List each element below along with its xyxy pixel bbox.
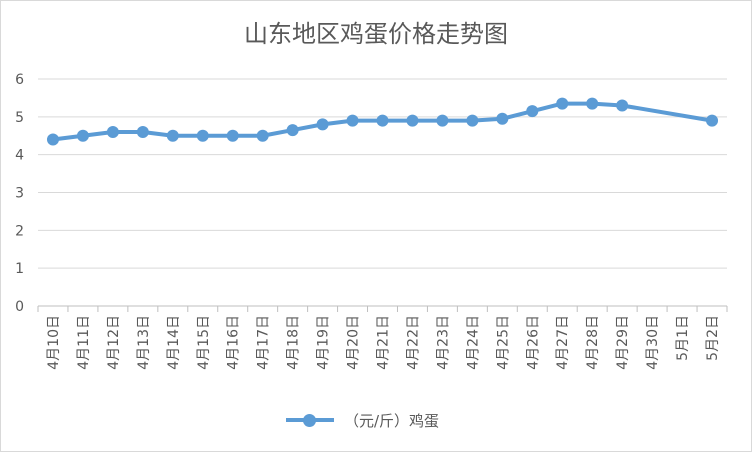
y-tick-label: 3 (15, 186, 24, 202)
data-point (286, 124, 299, 137)
x-tick-label: 4月15日 (196, 315, 212, 370)
data-point (376, 114, 389, 127)
data-point (106, 125, 119, 138)
data-point (616, 99, 629, 112)
x-tick-label: 4月22日 (405, 315, 421, 370)
y-tick-label: 4 (15, 148, 24, 164)
data-point (196, 129, 209, 142)
x-tick-label: 4月23日 (435, 315, 451, 370)
data-point (316, 118, 329, 131)
x-tick-label: 4月18日 (286, 315, 302, 370)
x-tick-label: 4月17日 (256, 315, 272, 370)
x-tick-label: 4月28日 (585, 315, 601, 370)
x-tick-label: 5月2日 (705, 315, 721, 361)
x-tick-label: 4月26日 (525, 315, 541, 370)
x-tick-label: 4月20日 (346, 315, 362, 370)
y-tick-label: 5 (15, 110, 24, 126)
x-tick-label: 4月24日 (465, 315, 481, 370)
legend: （元/斤）鸡蛋 (286, 408, 439, 432)
data-point (256, 129, 269, 142)
x-tick-label: 4月12日 (106, 315, 122, 370)
data-point (406, 114, 419, 127)
x-tick-label: 4月13日 (136, 315, 152, 370)
data-point (46, 133, 59, 146)
y-tick-label: 2 (15, 223, 24, 239)
x-tick-label: 4月10日 (46, 315, 62, 370)
x-tick-label: 4月14日 (166, 315, 182, 370)
y-tick-label: 0 (15, 299, 24, 315)
x-tick-label: 4月11日 (76, 315, 92, 370)
x-tick-label: 4月30日 (645, 315, 661, 370)
x-tick-label: 4月21日 (376, 315, 392, 370)
data-point (226, 129, 239, 142)
data-point (436, 114, 449, 127)
x-tick-label: 4月16日 (226, 315, 242, 370)
x-tick-label: 5月1日 (675, 315, 691, 361)
data-point (466, 114, 479, 127)
x-tick-label: 4月25日 (495, 315, 511, 370)
x-tick-label: 4月27日 (555, 315, 571, 370)
data-point (706, 114, 719, 127)
data-point (586, 97, 599, 110)
chart-title: 山东地区鸡蛋价格走势图 (244, 20, 508, 48)
x-tick-label: 4月29日 (615, 315, 631, 370)
legend-label: （元/斤）鸡蛋 (344, 411, 440, 430)
data-point (496, 112, 509, 125)
data-point (166, 129, 179, 142)
y-tick-label: 6 (15, 72, 24, 88)
data-point (76, 129, 89, 142)
data-point (526, 105, 539, 118)
data-point (136, 125, 149, 138)
y-tick-label: 1 (15, 261, 24, 277)
data-point (556, 97, 569, 110)
data-point (346, 114, 359, 127)
x-tick-label: 4月19日 (316, 315, 332, 370)
legend-swatch (286, 408, 334, 432)
